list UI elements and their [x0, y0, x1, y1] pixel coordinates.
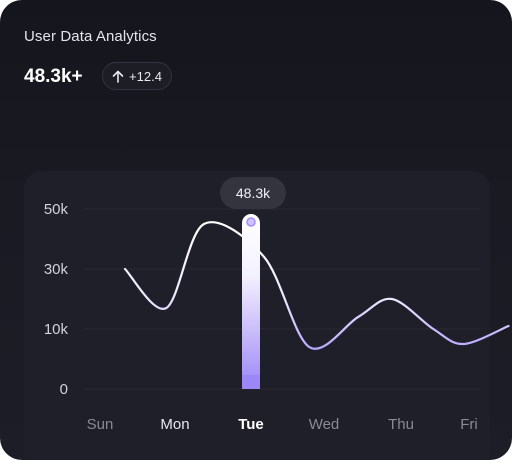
delta-badge: +12.4	[102, 62, 172, 90]
arrow-up-icon	[112, 70, 124, 83]
card-title: User Data Analytics	[24, 28, 157, 45]
x-tick-label-thu[interactable]: Thu	[388, 416, 414, 433]
x-axis-labels: Sun Mon Tue Wed Thu Fri	[87, 416, 478, 433]
x-tick-label-sun[interactable]: Sun	[87, 416, 114, 433]
y-tick-label: 50k	[44, 201, 69, 218]
total-metric: 48.3k+	[24, 66, 83, 87]
x-tick-label-wed[interactable]: Wed	[309, 416, 340, 433]
grid-lines	[84, 208, 480, 390]
y-tick-label: 0	[60, 381, 68, 398]
y-tick-label: 30k	[44, 261, 69, 278]
highlight-bar	[242, 214, 260, 389]
highlight-bar-group	[242, 214, 260, 389]
series-line	[123, 221, 510, 350]
y-axis-labels: 50k 30k 10k 0	[44, 201, 69, 398]
value-tooltip: 48.3k	[220, 177, 286, 209]
y-tick-label: 10k	[44, 321, 69, 338]
x-tick-label-tue[interactable]: Tue	[238, 416, 264, 433]
highlight-bar-base	[242, 375, 260, 389]
delta-value: +12.4	[129, 68, 162, 84]
highlight-point[interactable]	[246, 217, 256, 227]
x-tick-label-fri[interactable]: Fri	[460, 416, 478, 433]
x-tick-label-mon[interactable]: Mon	[160, 416, 189, 433]
